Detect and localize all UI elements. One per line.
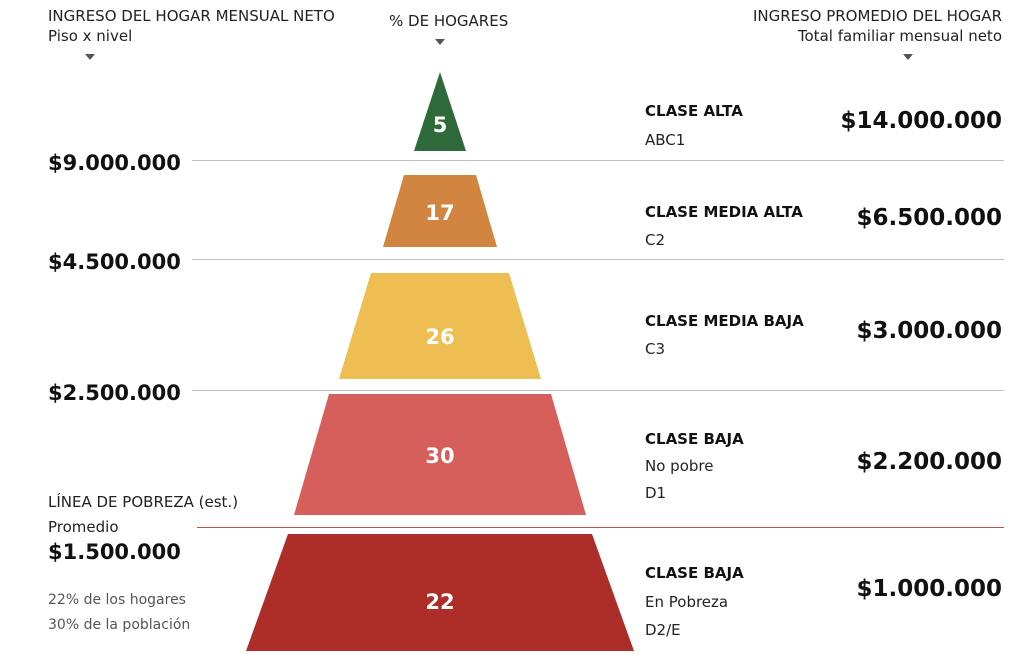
poverty-note-households: 22% de los hogares — [48, 592, 186, 608]
average-income-d1: $2.200.000 — [856, 449, 1002, 475]
class-code-c3: C3 — [645, 340, 666, 358]
average-income-c2: $6.500.000 — [856, 205, 1002, 231]
average-income-abc1: $14.000.000 — [840, 108, 1002, 134]
divider-line — [192, 390, 1004, 391]
class-name-d2e: CLASE BAJA — [645, 564, 744, 582]
pyramid-segment-d1 — [294, 394, 586, 515]
center-header-caret-icon — [435, 39, 445, 45]
poverty-value: $1.500.000 — [48, 540, 181, 564]
right-header-subtitle: Total familiar mensual neto — [797, 27, 1002, 45]
pyramid-segment-abc1 — [414, 72, 466, 151]
divider-line — [192, 160, 1004, 161]
pyramid-value-label-d1: 30 — [425, 444, 454, 468]
class-code-abc1: ABC1 — [645, 131, 686, 149]
pyramid-value-label-c3: 26 — [425, 325, 454, 349]
average-income-d2e: $1.000.000 — [856, 576, 1002, 602]
right-header-caret-icon — [903, 54, 913, 60]
pyramid-segment-c3 — [339, 273, 541, 379]
class-name-abc1: CLASE ALTA — [645, 102, 743, 120]
average-income-c3: $3.000.000 — [856, 318, 1002, 344]
divider-line — [192, 259, 1004, 260]
left-header-caret-icon — [85, 54, 95, 60]
poverty-note-population: 30% de la población — [48, 617, 191, 633]
class-code-d2e: D2/E — [645, 621, 681, 639]
pyramid-segment-d2e — [246, 534, 634, 651]
floor-label-c2: $4.500.000 — [48, 250, 181, 274]
class-desc-d1: No pobre — [645, 457, 714, 475]
poverty-line-label: LÍNEA DE POBREZA (est.) — [48, 493, 239, 511]
floor-label-c3: $2.500.000 — [48, 381, 181, 405]
class-name-c2: CLASE MEDIA ALTA — [645, 203, 803, 221]
left-header-title: INGRESO DEL HOGAR MENSUAL NETO — [48, 7, 335, 25]
pyramid-segment-c2 — [383, 175, 497, 247]
floor-label-abc1: $9.000.000 — [48, 151, 181, 175]
class-name-d1: CLASE BAJA — [645, 430, 744, 448]
pyramid-value-label-c2: 17 — [425, 201, 454, 225]
class-code-d1: D1 — [645, 484, 667, 502]
poverty-line — [197, 527, 1004, 528]
right-header-title: INGRESO PROMEDIO DEL HOGAR — [752, 7, 1002, 25]
left-header-subtitle: Piso x nivel — [48, 27, 133, 45]
class-code-c2: C2 — [645, 231, 666, 249]
pyramid-value-label-abc1: 5 — [433, 113, 448, 137]
poverty-average-label: Promedio — [48, 518, 119, 536]
class-name-c3: CLASE MEDIA BAJA — [645, 312, 804, 330]
center-header-title: % DE HOGARES — [389, 12, 509, 30]
class-desc-d2e: En Pobreza — [645, 593, 729, 611]
pyramid-value-label-d2e: 22 — [425, 590, 454, 614]
